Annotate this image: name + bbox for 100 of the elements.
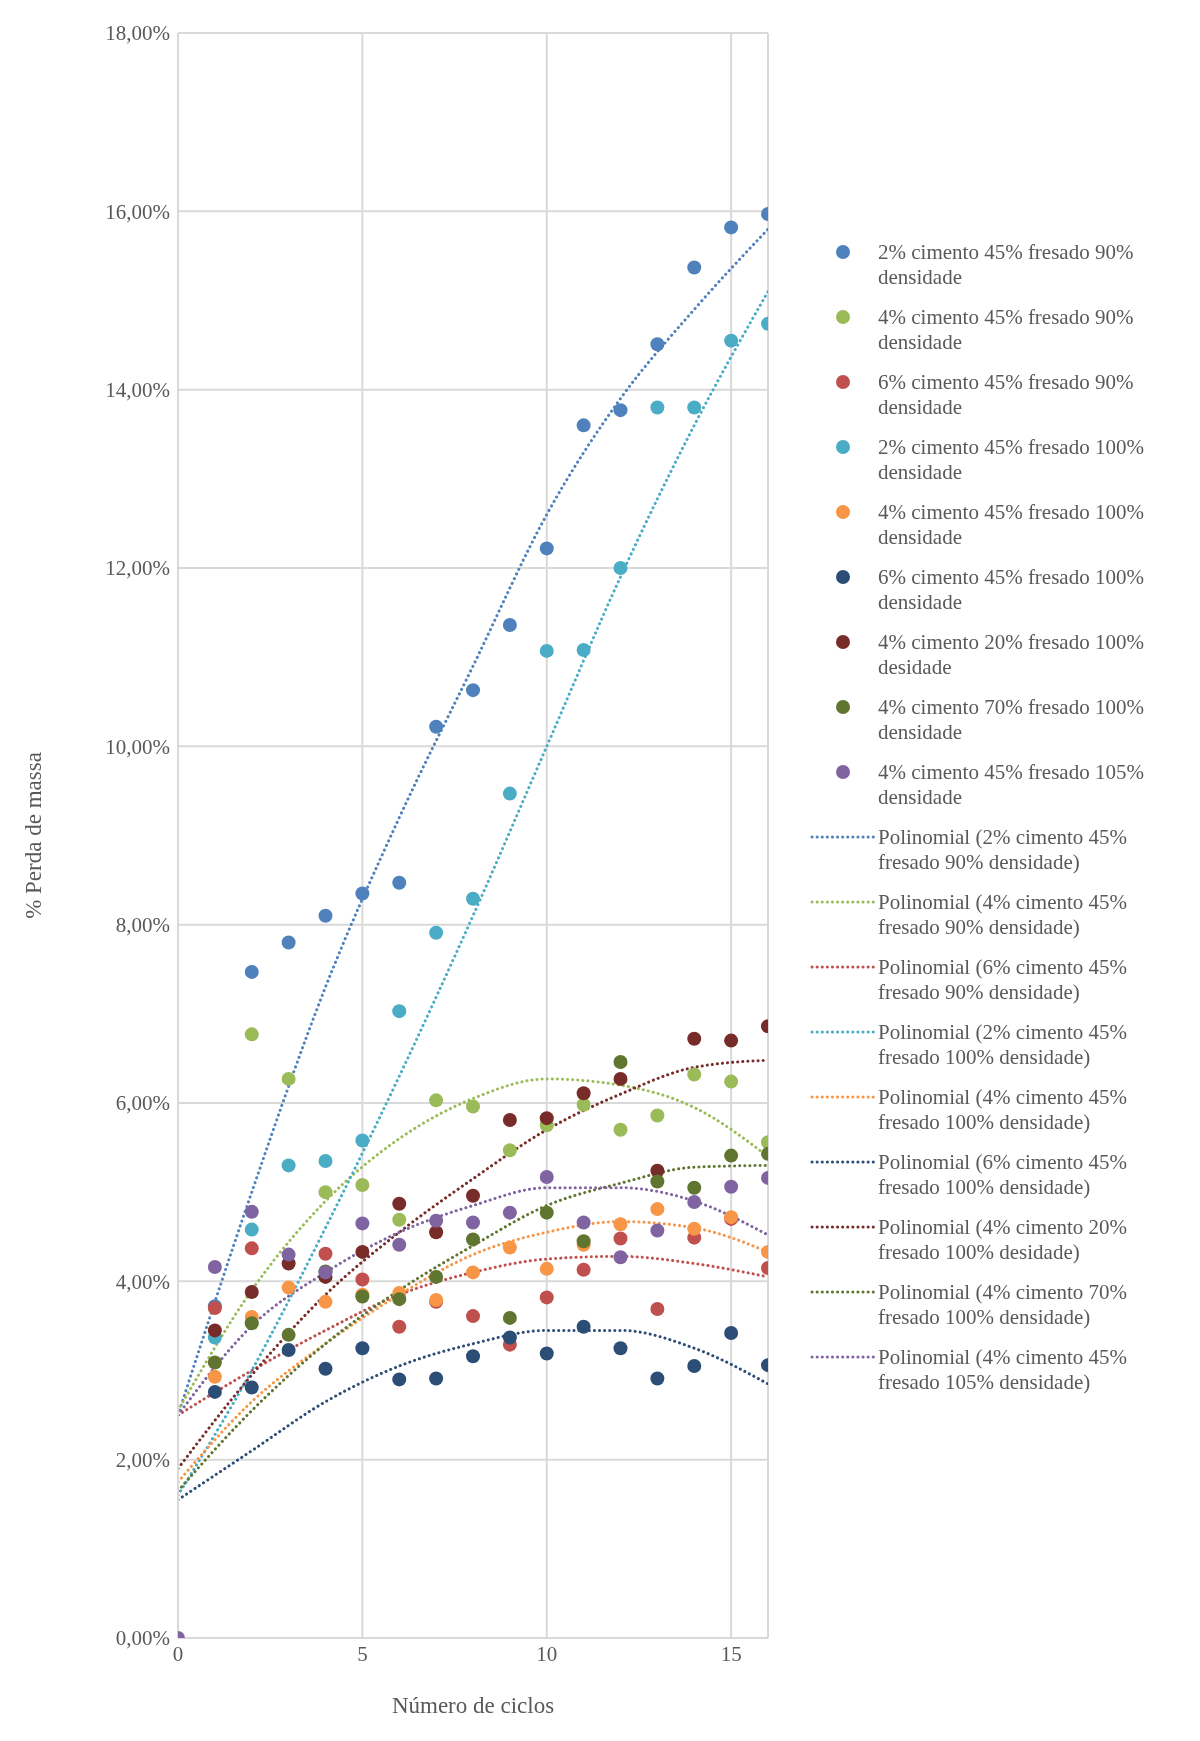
point <box>429 719 444 734</box>
point <box>466 1349 480 1364</box>
point <box>429 1093 444 1108</box>
point <box>281 1280 296 1295</box>
point <box>576 1262 591 1277</box>
point <box>539 643 554 658</box>
point <box>650 337 665 352</box>
point <box>318 1246 333 1261</box>
y-tick-label: 10,00% <box>105 734 170 759</box>
point <box>355 1133 370 1148</box>
point <box>687 1359 702 1374</box>
point <box>392 1372 407 1387</box>
point <box>244 1380 259 1395</box>
y-tick-label: 12,00% <box>105 556 170 581</box>
legend-label: 2% cimento 45% fresado 90% densidade <box>878 240 1135 290</box>
point <box>539 1205 554 1220</box>
y-tick-label: 18,00% <box>105 21 170 46</box>
point <box>539 1111 554 1126</box>
point <box>355 1244 370 1259</box>
point <box>650 1371 665 1386</box>
point <box>687 1067 702 1082</box>
point <box>613 1122 628 1137</box>
point <box>355 1216 370 1231</box>
point <box>576 1086 591 1101</box>
point <box>392 875 407 890</box>
point <box>502 1310 517 1325</box>
point <box>687 260 702 275</box>
point <box>687 1221 702 1236</box>
y-tick-label: 8,00% <box>115 913 170 938</box>
point <box>429 925 444 940</box>
point <box>244 1241 259 1256</box>
point <box>244 1204 259 1219</box>
point <box>539 1170 554 1185</box>
point <box>687 400 702 415</box>
point <box>318 1361 333 1376</box>
point <box>613 403 628 418</box>
point <box>687 1031 702 1046</box>
point <box>613 561 628 575</box>
legend-label: 4% cimento 20% fresado 100% desidade <box>878 630 1145 680</box>
point <box>281 1158 296 1173</box>
legend-label: Polinomial (4% cimento 20% fresado 100% desidade) <box>878 1215 1129 1265</box>
point <box>318 1185 333 1200</box>
point <box>355 1178 370 1193</box>
point <box>355 1272 370 1287</box>
point <box>502 1112 517 1127</box>
x-tick-label: 0 <box>172 1641 184 1666</box>
y-tick-label: 0,00% <box>115 1626 170 1651</box>
point <box>613 1250 628 1265</box>
legend-label: Polinomial (4% cimento 45% fresado 105% densidade) <box>878 1345 1129 1395</box>
line-series <box>178 1163 768 1493</box>
point <box>244 1316 259 1331</box>
legend-label: Polinomial (4% cimento 70% fresado 100% densidade) <box>878 1280 1129 1330</box>
point <box>502 1143 517 1158</box>
point <box>244 1285 259 1300</box>
legend-label: Polinomial (4% cimento 45% fresado 90% densidade) <box>878 890 1129 940</box>
point <box>539 1261 554 1276</box>
y-tick-label: 4,00% <box>115 1269 170 1294</box>
x-tick-label: 5 <box>357 1641 368 1666</box>
legend-label: 2% cimento 45% fresado 100% densidade <box>878 435 1145 485</box>
point <box>392 1237 407 1252</box>
point <box>281 1071 296 1086</box>
point <box>687 1194 702 1209</box>
legend-label: Polinomial (2% cimento 45% fresado 100% densidade) <box>878 1020 1129 1070</box>
point <box>650 400 665 415</box>
point <box>466 1265 480 1280</box>
point <box>650 1174 665 1189</box>
legend-label: Polinomial (6% cimento 45% fresado 90% densidade) <box>878 955 1129 1005</box>
y-tick-label: 6,00% <box>115 1091 170 1116</box>
point <box>207 1369 222 1384</box>
point <box>724 1074 739 1089</box>
point <box>613 1071 628 1086</box>
point <box>539 1290 554 1305</box>
point <box>318 1294 333 1309</box>
x-tick-label: 15 <box>720 1641 742 1666</box>
point <box>392 1196 407 1211</box>
point <box>576 1319 591 1334</box>
point <box>466 1215 480 1230</box>
point <box>724 1326 739 1341</box>
legend-label: 6% cimento 45% fresado 100% densidade <box>878 565 1145 615</box>
point <box>650 1301 665 1316</box>
point <box>502 1330 517 1345</box>
point <box>392 1212 407 1227</box>
point <box>318 908 333 923</box>
point <box>466 1309 480 1324</box>
legend-label: Polinomial (2% cimento 45% fresado 90% densidade) <box>878 825 1129 875</box>
point <box>576 418 591 433</box>
point <box>650 1202 665 1217</box>
point <box>724 1179 739 1194</box>
point <box>318 1153 333 1168</box>
point <box>392 1004 407 1019</box>
point <box>613 1341 628 1356</box>
point <box>724 220 739 235</box>
point <box>613 1217 628 1232</box>
point <box>244 964 259 979</box>
point <box>281 935 296 950</box>
point <box>466 683 480 698</box>
point <box>281 1327 296 1342</box>
point <box>650 1223 665 1238</box>
line-series <box>178 1186 768 1417</box>
point <box>244 1222 259 1237</box>
